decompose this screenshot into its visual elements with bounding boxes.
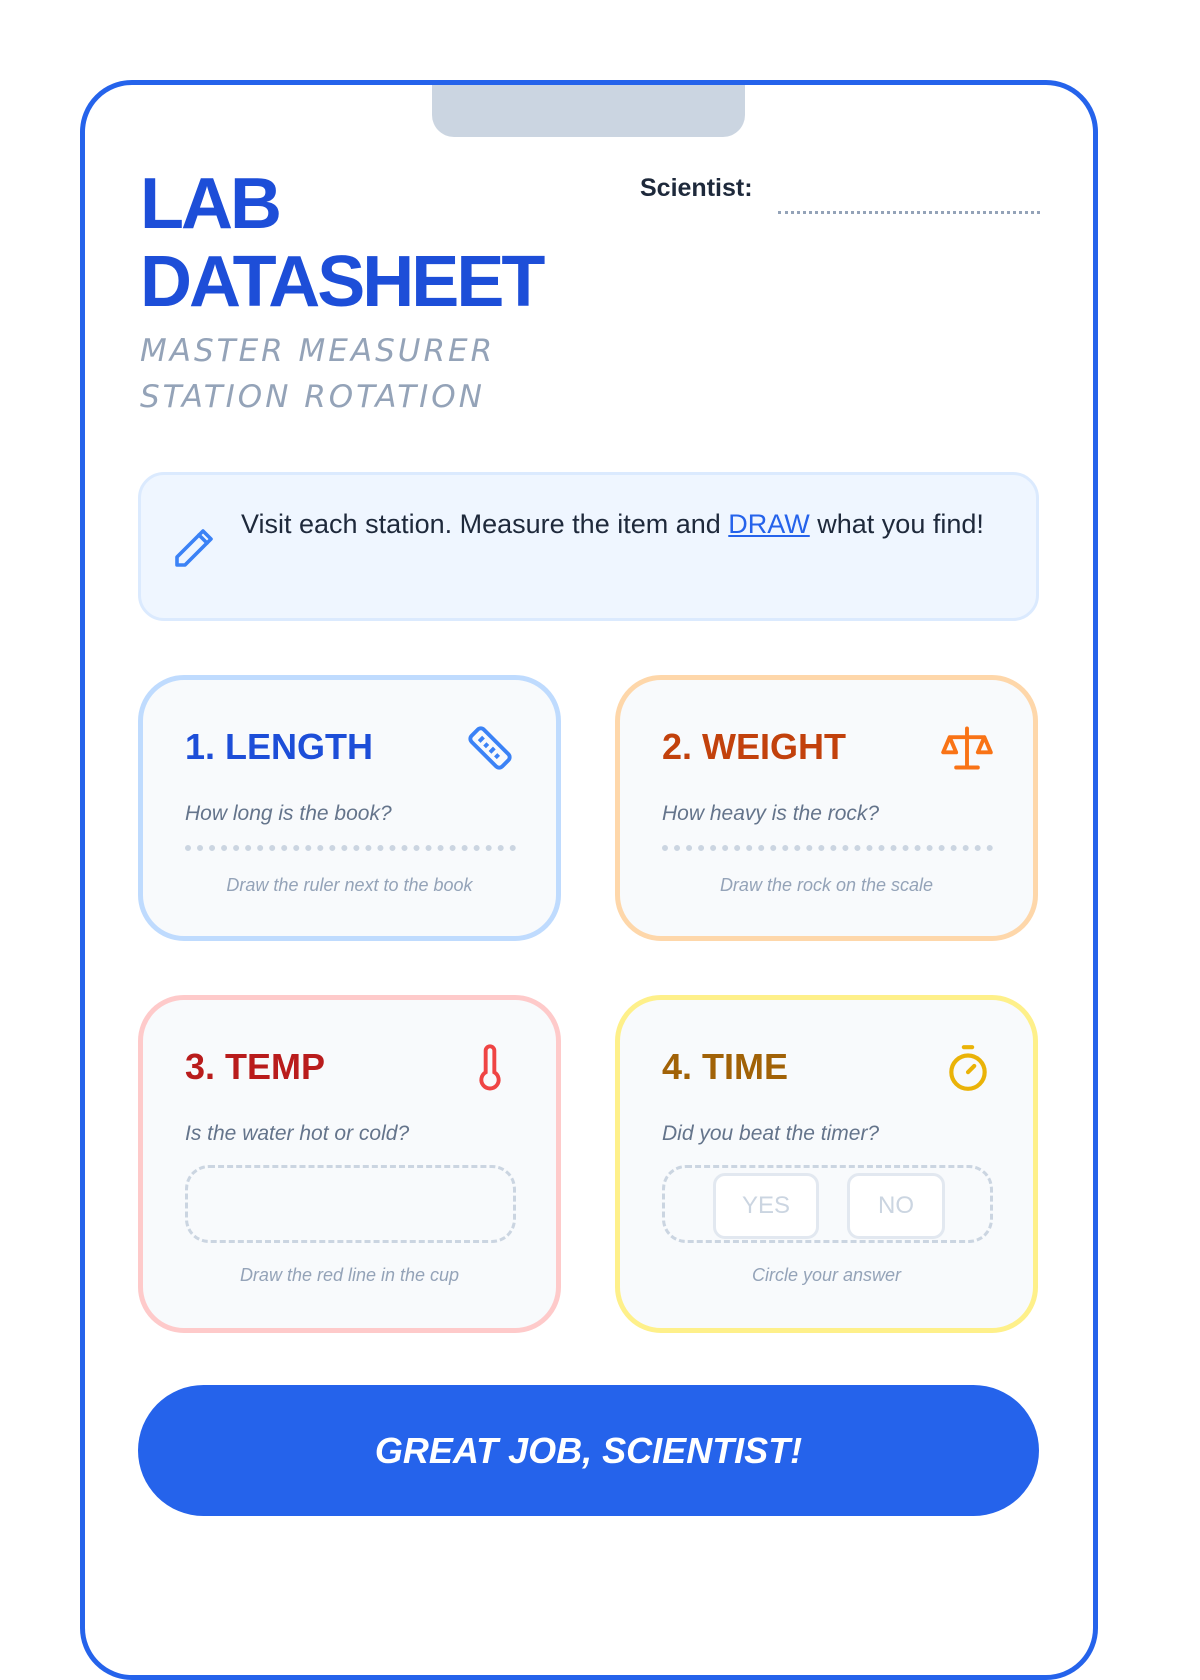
- yes-option[interactable]: YES: [713, 1173, 819, 1239]
- great-job-button[interactable]: GREAT JOB, SCIENTIST!: [138, 1385, 1039, 1516]
- page-title: LAB DATASHEET: [140, 164, 545, 322]
- station-hint: Draw the rock on the scale: [719, 875, 934, 895]
- station-title: 3. TEMP: [185, 1046, 326, 1087]
- thermometer-icon: [479, 1044, 501, 1091]
- station-length-card: 1. LENGTH How long is the book? Draw the…: [138, 675, 561, 941]
- station-temp-card: 3. TEMP Is the water hot or cold? Draw t…: [138, 995, 561, 1333]
- scale-icon: [941, 726, 993, 770]
- answer-line[interactable]: [185, 845, 516, 851]
- pencil-icon: [175, 529, 213, 567]
- subtitle: MASTER MEASURER STATION ROTATION: [140, 328, 495, 420]
- stopwatch-icon: [949, 1045, 987, 1091]
- scientist-name-field[interactable]: [778, 211, 1040, 214]
- subtitle-line-1: MASTER MEASURER: [140, 333, 496, 369]
- drawing-area[interactable]: [185, 1165, 516, 1243]
- station-question: Is the water hot or cold?: [185, 1122, 410, 1145]
- answer-area: YES NO: [662, 1165, 993, 1243]
- station-time-card: 4. TIME Did you beat the timer? YES NO C…: [615, 995, 1038, 1333]
- station-hint: Draw the ruler next to the book: [226, 875, 473, 895]
- instructions-box: Visit each station. Measure the item and…: [138, 472, 1039, 621]
- title-line-1: LAB: [140, 164, 282, 244]
- answer-line[interactable]: [662, 845, 993, 851]
- station-title: 1. LENGTH: [185, 726, 374, 767]
- ruler-icon: [468, 726, 512, 770]
- station-hint: Circle your answer: [751, 1265, 902, 1285]
- station-hint: Draw the red line in the cup: [239, 1265, 460, 1285]
- clipboard-clip: [432, 85, 745, 137]
- station-weight-card: 2. WEIGHT How heavy is the rock? Draw th…: [615, 675, 1038, 941]
- instructions-text: Visit each station. Measure the item and…: [241, 509, 984, 539]
- station-title: 2. WEIGHT: [662, 726, 847, 767]
- scientist-label: Scientist:: [640, 174, 753, 202]
- station-question: How long is the book?: [185, 802, 392, 825]
- station-question: How heavy is the rock?: [662, 802, 880, 825]
- station-question: Did you beat the timer?: [662, 1122, 880, 1145]
- station-title: 4. TIME: [662, 1046, 789, 1087]
- title-line-2: DATASHEET: [140, 242, 545, 322]
- draw-link[interactable]: DRAW: [728, 509, 810, 539]
- subtitle-line-2: STATION ROTATION: [140, 379, 485, 415]
- no-option[interactable]: NO: [847, 1173, 945, 1239]
